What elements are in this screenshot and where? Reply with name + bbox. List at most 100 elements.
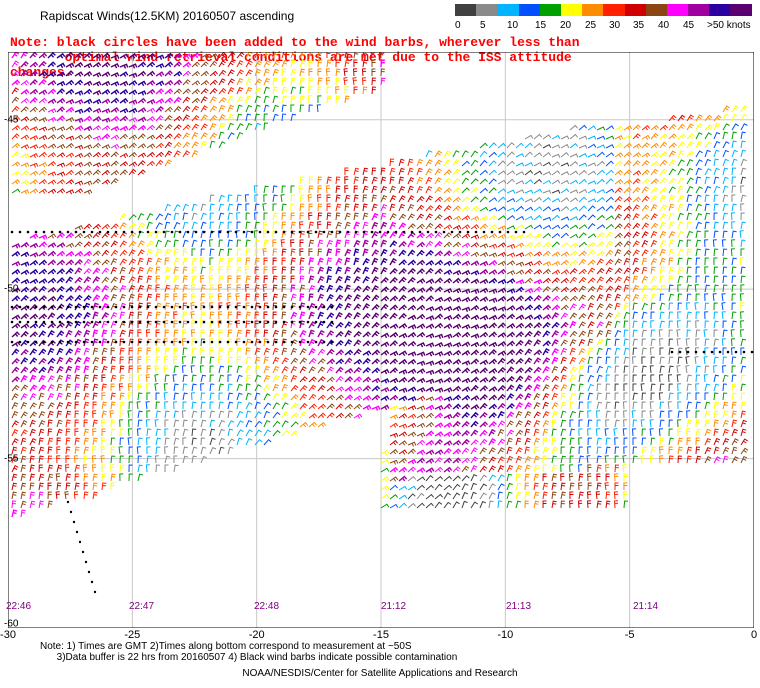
wind-barb — [416, 185, 423, 194]
wind-barb — [371, 77, 376, 86]
wind-barb — [335, 86, 340, 95]
wind-barb — [74, 117, 84, 123]
wind-barb — [623, 500, 629, 509]
wind-barb — [407, 185, 414, 194]
wind-barb — [704, 194, 710, 203]
wind-barb — [272, 375, 280, 383]
wind-barb — [659, 141, 668, 149]
wind-barb — [659, 347, 664, 355]
wind-barb — [577, 500, 583, 509]
wind-barb — [65, 295, 74, 302]
x-tick-label: 0 — [750, 629, 758, 641]
wind-barb — [425, 185, 433, 194]
wind-barb — [56, 347, 64, 356]
wind-barb — [623, 446, 628, 455]
wind-barb — [344, 403, 353, 410]
wind-barb — [740, 140, 746, 149]
wind-barb — [173, 347, 178, 356]
contamination-circle — [10, 305, 14, 309]
wind-barb — [551, 286, 560, 293]
wind-barb — [119, 356, 124, 365]
wind-barb — [722, 105, 730, 113]
wind-barb — [308, 413, 318, 419]
contamination-circle — [74, 305, 78, 309]
wind-barb — [488, 483, 496, 491]
wind-barb — [173, 392, 179, 401]
wind-barb — [686, 141, 694, 149]
wind-barb — [172, 356, 178, 365]
wind-barb — [217, 293, 222, 302]
wind-barb — [614, 249, 622, 257]
wind-barb — [380, 303, 389, 311]
wind-barb — [83, 473, 89, 482]
wind-barb — [299, 329, 307, 338]
wind-barb — [452, 224, 462, 231]
wind-barb — [218, 365, 225, 374]
wind-barb — [326, 293, 334, 302]
wind-barb — [461, 277, 471, 284]
wind-barb — [299, 68, 305, 77]
wind-barb — [713, 284, 719, 293]
wind-barb — [686, 123, 694, 131]
wind-barb — [551, 402, 559, 410]
wind-barb — [713, 383, 720, 392]
wind-barb — [344, 167, 349, 176]
wind-barb — [416, 368, 426, 374]
wind-barb — [578, 446, 583, 455]
wind-barb — [218, 374, 225, 383]
wind-barb — [443, 250, 453, 257]
wind-barb — [263, 95, 270, 104]
wind-barb — [416, 405, 426, 411]
wind-barb — [74, 410, 79, 419]
wind-barb — [308, 77, 313, 86]
wind-barb — [263, 52, 271, 59]
wind-barb — [605, 338, 611, 347]
wind-barb — [551, 338, 559, 347]
wind-barb — [200, 419, 207, 428]
wind-barb — [326, 275, 332, 284]
wind-barb — [64, 491, 69, 500]
wind-barb — [11, 79, 21, 86]
wind-barb — [479, 159, 488, 167]
wind-barb — [191, 320, 196, 329]
wind-barb — [146, 240, 154, 248]
wind-barb — [236, 266, 242, 275]
wind-barb — [650, 178, 659, 185]
wind-barb — [128, 63, 138, 69]
wind-barb — [38, 278, 48, 284]
wind-barb — [695, 212, 703, 221]
wind-barb — [47, 88, 57, 95]
wind-barb — [299, 257, 305, 266]
wind-barb — [452, 323, 462, 330]
wind-barb — [614, 285, 622, 293]
contamination-circle — [186, 305, 190, 309]
wind-barb — [83, 285, 92, 293]
wind-barb — [200, 338, 206, 347]
wind-barb — [181, 356, 187, 365]
wind-barb — [272, 302, 278, 311]
wind-barb — [416, 259, 426, 266]
wind-barb — [56, 242, 66, 248]
wind-barb — [506, 455, 513, 464]
wind-barb — [560, 269, 570, 275]
wind-barb — [47, 179, 57, 185]
wind-barb — [389, 340, 398, 347]
contamination-circle — [114, 230, 118, 234]
wind-barb — [650, 204, 658, 212]
wind-barb — [101, 179, 111, 185]
wind-barb — [506, 270, 516, 276]
wind-barb — [371, 330, 380, 338]
wind-barb — [146, 284, 153, 293]
wind-barb — [209, 87, 218, 95]
wind-barb — [344, 275, 351, 284]
wind-barb — [362, 312, 371, 320]
wind-barb — [263, 320, 268, 329]
wind-barb — [578, 348, 586, 356]
wind-barb — [461, 242, 471, 248]
wind-barb — [731, 419, 738, 428]
wind-barb — [740, 176, 747, 185]
wind-barb — [155, 63, 165, 69]
wind-barb — [335, 266, 342, 275]
wind-barb — [200, 80, 210, 86]
wind-barb — [56, 88, 65, 95]
